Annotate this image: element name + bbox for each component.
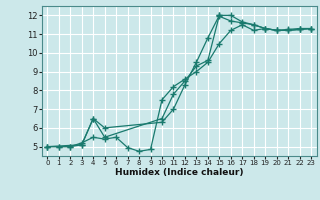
X-axis label: Humidex (Indice chaleur): Humidex (Indice chaleur): [115, 168, 244, 177]
